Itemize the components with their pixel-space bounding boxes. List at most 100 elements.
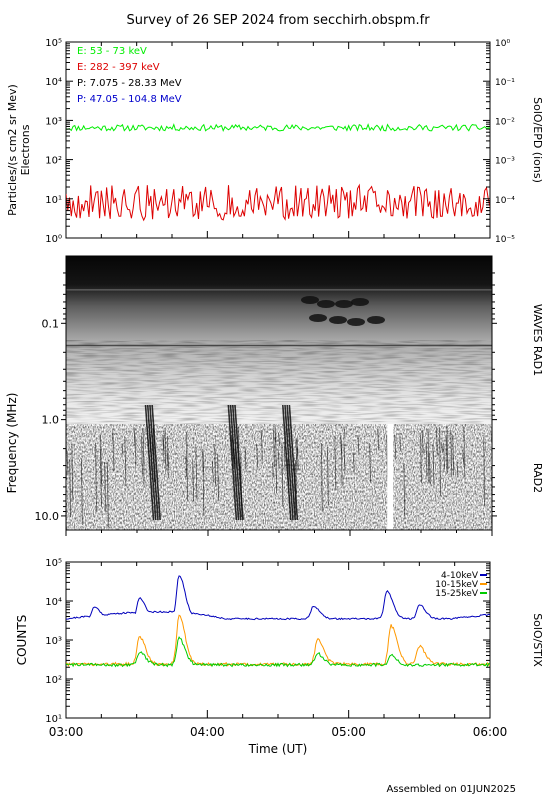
- particles-y-axis-label: Particles/(s cm2 sr Mev): [6, 84, 19, 216]
- rad2-streak: [463, 426, 466, 478]
- rad2-streak: [281, 443, 284, 508]
- rad2-streak: [233, 447, 235, 465]
- rad2-streak: [164, 427, 167, 472]
- rad2-streak: [278, 432, 280, 446]
- rad2-streak: [420, 434, 422, 483]
- type-iii-burst: [284, 404, 294, 521]
- stix-15-25kev-line: [66, 636, 490, 668]
- rad2-streak: [152, 428, 155, 483]
- rad2-streak: [435, 426, 438, 447]
- y-tick-label: 10.0: [35, 510, 60, 523]
- rad2-streak: [450, 429, 453, 477]
- particles-y-axis-sublabel: Electrons: [19, 124, 32, 175]
- rad2-streak: [445, 435, 448, 474]
- y-tick-label: 10²: [45, 675, 62, 686]
- legend-protons-low: P: 7.075 - 28.33 MeV: [77, 78, 182, 89]
- rad2-streak: [343, 427, 346, 439]
- rad2-streak: [256, 444, 259, 468]
- rad2-streak: [439, 427, 442, 496]
- y-tick-label: 10⁴: [45, 77, 62, 88]
- rad2-streak: [95, 442, 97, 513]
- stix-10-15kev-line: [66, 614, 490, 668]
- rad2-streak: [352, 452, 355, 473]
- radio-panel: 0.1 1.0 10.0 Frequency (MHz) WAVES RAD1 RA…: [5, 255, 544, 536]
- rad2-streak: [106, 462, 109, 528]
- rad2-streak: [121, 443, 124, 456]
- rad2-streak: [432, 444, 435, 485]
- rad2-streak: [357, 435, 360, 454]
- data-gap: [387, 424, 394, 530]
- rad2-streak: [230, 434, 233, 457]
- legend-entry: 15-25keV: [435, 589, 479, 599]
- stix-right-label: SolO/STIX: [531, 613, 544, 667]
- rad2-streak: [240, 454, 243, 517]
- rad2-streak: [462, 449, 465, 465]
- particles-panel: 10⁰ 10⁻⁵ 10¹ 10⁻⁴ 10² 10⁻³ 10³ 10⁻² 10⁴ 10⁻¹ 10⁵ 10…: [6, 38, 544, 245]
- rad2-streak: [294, 463, 297, 516]
- y-tick-label: 10⁵: [45, 38, 62, 49]
- rad2-streak: [428, 452, 431, 485]
- legend-protons-high: P: 47.05 - 104.8 MeV: [77, 94, 182, 105]
- x-tick-label: 05:00: [331, 725, 366, 739]
- rad2-streak: [274, 425, 277, 443]
- burst-blob: [329, 316, 347, 324]
- burst-blob: [367, 316, 385, 324]
- footer-text: Assembled on 01JUN2025: [386, 784, 516, 795]
- rad2-streak: [277, 449, 280, 469]
- rad2-streak: [287, 459, 290, 485]
- rad2-streak: [369, 443, 372, 483]
- rad1-right-label: WAVES RAD1: [531, 304, 544, 376]
- y-tick-label: 10³: [45, 116, 62, 127]
- rad2-streak: [66, 450, 69, 476]
- type-iii-burst: [227, 404, 238, 521]
- rad2-streak: [192, 459, 195, 502]
- rad2-streak: [112, 430, 115, 472]
- rad2-streak: [326, 446, 329, 506]
- electrons-53-73-line: [66, 123, 490, 133]
- type-iii-burst: [146, 404, 157, 521]
- legend-entry: 10-15keV: [435, 580, 479, 590]
- rad2-streak: [80, 458, 83, 525]
- type-iii-burst: [288, 404, 299, 521]
- rad2-streak: [334, 436, 337, 491]
- rad2-streak: [273, 430, 275, 468]
- rad2-streak: [436, 444, 439, 457]
- legend-entry: 4-10keV: [441, 571, 479, 581]
- y-tick-label: 1.0: [42, 414, 60, 427]
- rad2-streak: [69, 459, 72, 518]
- rad2-streak: [162, 435, 165, 451]
- type-iii-burst: [286, 404, 296, 521]
- rad2-streak: [283, 441, 286, 472]
- rad2-streak: [195, 446, 198, 500]
- rad2-streak: [217, 454, 220, 501]
- rad2-streak: [399, 435, 402, 452]
- rad2-streak: [124, 436, 127, 487]
- y-tick-label: 10⁵: [45, 558, 62, 569]
- type-iii-burst: [231, 404, 242, 521]
- rad2-streak: [185, 455, 188, 478]
- burst-blob: [301, 296, 319, 304]
- y2-tick-label: 10⁻³: [495, 157, 515, 167]
- rad2-streak: [295, 460, 297, 495]
- rad2-streak: [320, 442, 323, 512]
- stix-panel: 10¹ 10² 10³ 10⁴ 10⁵ 03:00 04:00 05:00 06:00 4-10…: [15, 558, 544, 756]
- rad2-streak: [232, 437, 235, 469]
- rad2-streak: [100, 434, 102, 484]
- rad2-streak: [343, 441, 346, 474]
- y2-tick-label: 10⁻¹: [495, 78, 515, 88]
- rad2-streak: [237, 427, 240, 471]
- rad2-streak: [427, 428, 430, 484]
- y-tick-label: 10¹: [45, 714, 62, 725]
- rad2-streak: [234, 449, 237, 469]
- rad2-streak: [272, 462, 275, 478]
- rad2-streak: [403, 462, 406, 517]
- y-tick-label: 10¹: [45, 195, 62, 206]
- rad2-streak: [134, 435, 137, 466]
- burst-blob: [351, 298, 369, 306]
- y-tick-label: 10⁰: [45, 234, 62, 245]
- y2-tick-label: 10⁻²: [495, 117, 515, 127]
- rad2-streak: [456, 461, 459, 478]
- type-iii-burst: [144, 404, 155, 521]
- rad2-streak: [483, 437, 486, 507]
- y-tick-label: 10²: [45, 156, 62, 167]
